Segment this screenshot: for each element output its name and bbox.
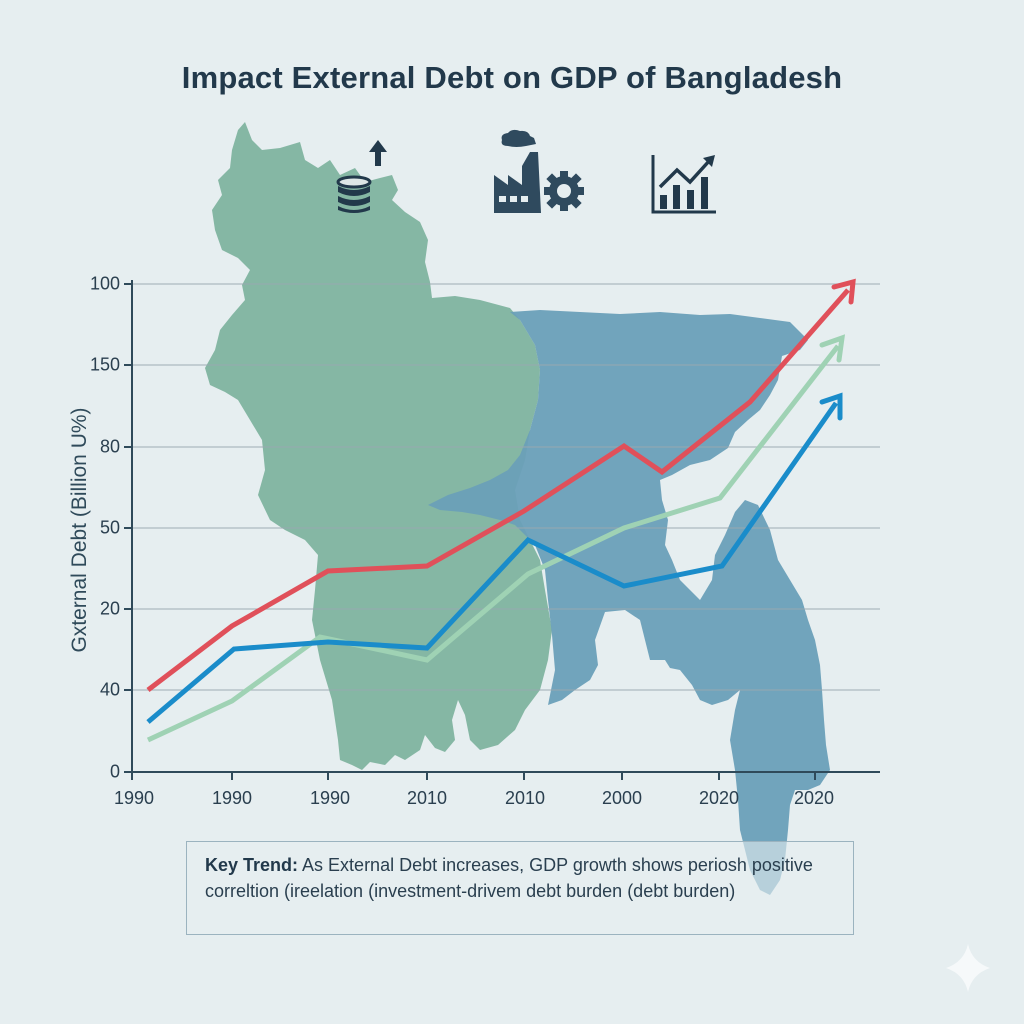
y-tick-label: 40 bbox=[99, 679, 120, 700]
map-west-region bbox=[205, 122, 552, 770]
y-tick-label: 80 bbox=[99, 436, 120, 457]
x-tick-label: 2010 bbox=[406, 788, 448, 808]
x-tick-label: 1990 bbox=[113, 788, 155, 808]
x-tick-label: 1990 bbox=[211, 788, 253, 808]
bar-chart-growth-icon bbox=[651, 155, 716, 214]
x-tick-label: 2010 bbox=[504, 788, 546, 808]
factory-gear-icon bbox=[494, 129, 584, 213]
x-tick-label: 2020 bbox=[793, 788, 835, 808]
map-east-region bbox=[428, 310, 830, 895]
coin-stack-up-arrow-icon bbox=[336, 140, 387, 213]
key-trend-text: As External Debt increases, GDP growth s… bbox=[205, 855, 813, 901]
y-tick-label: 20 bbox=[99, 598, 120, 619]
y-tick-label: 100 bbox=[89, 273, 120, 294]
y-tick-label: 150 bbox=[89, 354, 120, 375]
x-tick-label: 1990 bbox=[309, 788, 351, 808]
series-green bbox=[146, 334, 846, 743]
key-trend-label: Key Trend: bbox=[205, 855, 299, 875]
x-tick-label: 2000 bbox=[601, 788, 643, 808]
x-tick-label: 2020 bbox=[698, 788, 740, 808]
y-tick-label: 0 bbox=[109, 761, 120, 782]
bangladesh-map bbox=[205, 122, 830, 895]
key-trend-note: Key Trend: As External Debt increases, G… bbox=[186, 841, 854, 935]
chart-title: Impact External Debt on GDP of Banglades… bbox=[181, 60, 843, 95]
series-red bbox=[146, 278, 856, 692]
series-blue bbox=[146, 392, 843, 724]
axes bbox=[124, 280, 880, 780]
y-tick-label: 50 bbox=[99, 517, 120, 538]
sparkle-icon bbox=[946, 944, 990, 992]
